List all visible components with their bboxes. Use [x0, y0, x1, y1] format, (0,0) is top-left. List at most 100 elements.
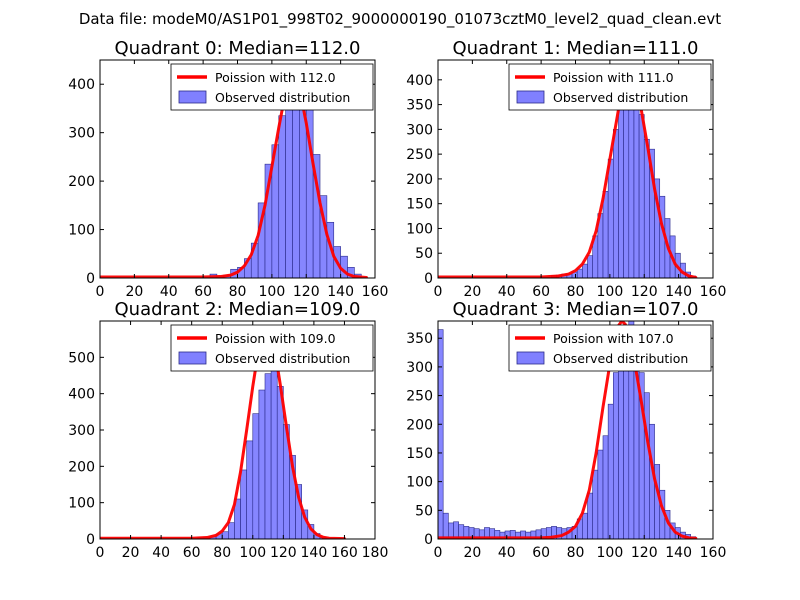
histogram-bar — [442, 512, 449, 539]
subplot-title: Quadrant 1: Median=111.0 — [453, 38, 699, 59]
legend-label-observed: Observed distribution — [553, 351, 688, 366]
histogram-bar — [285, 88, 293, 278]
y-tick-label: 100 — [406, 475, 433, 491]
x-tick-label: 160 — [362, 284, 389, 300]
x-tick-label: 120 — [270, 545, 297, 561]
legend: Poission with 107.0 Observed distribution — [508, 324, 712, 372]
histogram-bar — [633, 94, 640, 278]
histogram-bar — [240, 469, 247, 539]
x-tick-label: 20 — [463, 284, 481, 300]
legend-label-poisson: Poission with 111.0 — [553, 70, 674, 85]
x-tick-label: 60 — [532, 545, 550, 561]
y-tick-label: 0 — [424, 532, 433, 548]
legend-bar-swatch — [178, 90, 207, 104]
x-tick-label: 80 — [213, 545, 231, 561]
legend-bar-swatch — [178, 351, 207, 365]
plot-content — [100, 328, 346, 539]
x-tick-label: 100 — [597, 545, 624, 561]
x-tick-label: 120 — [631, 284, 658, 300]
histogram-bar — [228, 522, 235, 539]
x-tick-label: 0 — [96, 545, 105, 561]
y-tick-label: 200 — [406, 417, 433, 433]
legend-label-observed: Observed distribution — [553, 90, 688, 105]
y-tick-label: 250 — [406, 147, 433, 163]
histogram-bar — [264, 373, 272, 539]
legend: Poission with 112.0 Observed distribution — [170, 63, 374, 111]
y-tick-label: 50 — [415, 246, 433, 262]
poisson-curve — [438, 64, 698, 278]
subplot-quadrant-3: 0 20 40 60 80 100 120 140 160 0 50 100 150 200 250 300 3… — [406, 299, 726, 561]
subplot-quadrant-2: 0 20 40 60 80 100 120 140 160 1800100200300400500… — [68, 299, 388, 561]
legend-label-observed: Observed distribution — [215, 90, 350, 105]
y-tick-label: 100 — [406, 221, 433, 237]
x-tick-label: 20 — [125, 284, 143, 300]
legend-label-poisson: Poission with 107.0 — [553, 331, 674, 346]
plot-content — [100, 68, 368, 278]
x-tick-label: 40 — [498, 284, 516, 300]
y-tick-label: 150 — [406, 446, 433, 462]
x-tick-label: 160 — [700, 545, 727, 561]
histogram-bar — [582, 263, 588, 278]
histogram-bar — [643, 392, 650, 539]
histogram-bar — [278, 115, 286, 278]
histogram-bar — [270, 367, 278, 539]
x-tick-label: 80 — [229, 284, 247, 300]
x-tick-label: 60 — [183, 545, 201, 561]
x-tick-label: 120 — [293, 284, 320, 300]
x-tick-label: 100 — [597, 284, 624, 300]
y-tick-label: 200 — [68, 459, 95, 475]
legend-bar-swatch — [516, 351, 545, 365]
subplot-quadrant-1: 0 20 40 60 80 100 120 140 160 0 50 100 150 200 250 300 3… — [406, 38, 726, 300]
y-tick-label: 200 — [406, 172, 433, 188]
x-tick-label: 120 — [631, 545, 658, 561]
subplot-title: Quadrant 3: Median=107.0 — [453, 299, 699, 320]
histogram-bar — [438, 329, 444, 539]
y-tick-label: 50 — [415, 503, 433, 519]
y-tick-label: 0 — [86, 532, 95, 548]
y-tick-label: 350 — [406, 331, 433, 347]
y-tick-label: 200 — [68, 174, 95, 190]
x-tick-label: 80 — [567, 545, 585, 561]
y-tick-label: 250 — [406, 389, 433, 405]
legend-label-observed: Observed distribution — [215, 351, 350, 366]
x-tick-label: 20 — [463, 545, 481, 561]
x-tick-label: 100 — [259, 284, 286, 300]
histogram-bar — [613, 129, 619, 278]
histogram-bar — [576, 268, 583, 278]
histogram-bar — [638, 114, 645, 278]
x-tick-label: 140 — [665, 545, 692, 561]
x-tick-label: 80 — [567, 284, 585, 300]
y-tick-label: 150 — [406, 197, 433, 213]
x-tick-label: 60 — [194, 284, 212, 300]
histogram-bar — [252, 413, 260, 539]
legend-label-poisson: Poission with 109.0 — [215, 331, 336, 346]
y-tick-label: 400 — [68, 77, 95, 93]
y-tick-label: 300 — [68, 423, 95, 439]
histogram-bars — [197, 367, 327, 539]
legend: Poission with 109.0 Observed distribution — [170, 324, 374, 372]
x-tick-label: 20 — [122, 545, 140, 561]
y-tick-label: 400 — [68, 387, 95, 403]
x-tick-label: 140 — [665, 284, 692, 300]
histogram-bar — [602, 191, 609, 278]
histogram-bar — [258, 389, 266, 539]
x-tick-label: 160 — [700, 284, 727, 300]
histogram-bar — [221, 531, 229, 539]
histogram-bar — [623, 86, 630, 278]
legend-bar-swatch — [516, 90, 545, 104]
figure-suptitle: Data file: modeM0/AS1P01_998T02_90000001… — [79, 10, 721, 29]
x-tick-label: 0 — [96, 284, 105, 300]
histogram-bar — [587, 492, 593, 539]
subplot-quadrant-0: 0 20 40 60 80 100 120 140 160 0 100 200 300 400 Quadra… — [68, 38, 388, 300]
legend-label-poisson: Poission with 112.0 — [215, 70, 336, 85]
subplot-title: Quadrant 2: Median=109.0 — [115, 299, 361, 320]
histogram-bar — [582, 512, 588, 539]
x-tick-label: 160 — [331, 545, 358, 561]
y-tick-label: 300 — [406, 122, 433, 138]
plot-content — [438, 64, 698, 278]
x-tick-label: 140 — [327, 284, 354, 300]
histogram-bar — [597, 449, 604, 539]
histogram-bar — [587, 255, 593, 278]
y-tick-label: 350 — [406, 98, 433, 114]
histogram-bar — [246, 440, 254, 539]
